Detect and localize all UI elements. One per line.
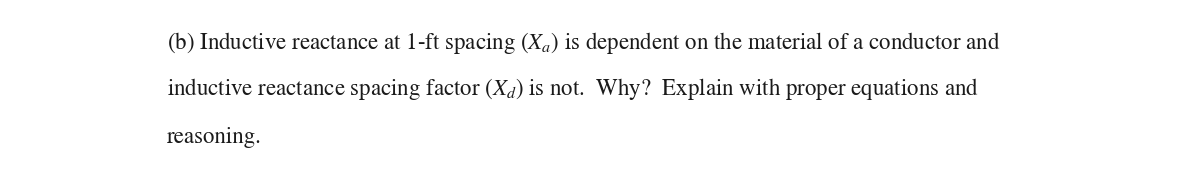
Text: inductive reactance spacing factor $(X_d)$ is not.  Why?  Explain with proper eq: inductive reactance spacing factor $(X_d… [167, 76, 979, 101]
Text: (b) Inductive reactance at 1-ft spacing $(X_a)$ is dependent on the material of : (b) Inductive reactance at 1-ft spacing … [167, 30, 1001, 56]
Text: reasoning.: reasoning. [167, 126, 262, 148]
